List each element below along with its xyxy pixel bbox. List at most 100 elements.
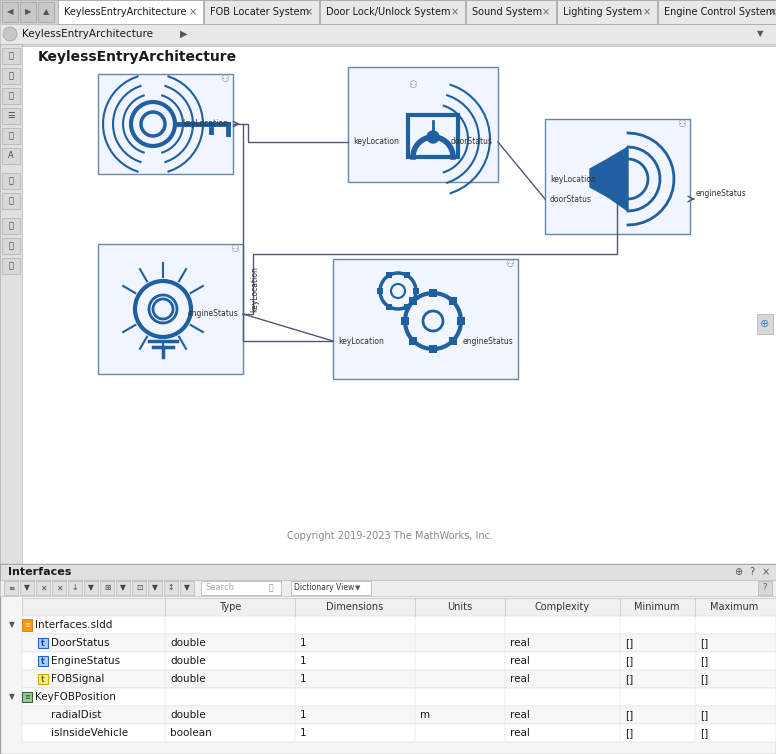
Text: doorStatus: doorStatus: [550, 195, 592, 204]
Text: Dictionary View: Dictionary View: [294, 584, 355, 593]
Text: double: double: [170, 656, 206, 666]
Bar: [22, 619, 32, 631]
Bar: [22, 598, 776, 616]
Text: boolean: boolean: [170, 728, 212, 738]
Bar: [2, 148, 20, 164]
Bar: [20, 581, 34, 595]
Text: 1: 1: [300, 710, 307, 720]
Text: keyLocation: keyLocation: [182, 119, 228, 128]
Text: KeyFOBPosition: KeyFOBPosition: [35, 692, 116, 702]
Bar: [38, 638, 48, 648]
Text: ×: ×: [769, 7, 776, 17]
Text: ⬜: ⬜: [9, 222, 13, 231]
Bar: [38, 674, 48, 684]
Bar: [22, 652, 776, 670]
Bar: [84, 581, 98, 595]
Text: ✕: ✕: [40, 584, 47, 593]
Text: ▼: ▼: [24, 584, 30, 593]
Text: ⬜: ⬜: [9, 197, 13, 206]
Text: ▼: ▼: [184, 584, 190, 593]
Bar: [404, 304, 410, 310]
Text: ▼: ▼: [355, 585, 361, 591]
Bar: [2, 193, 20, 209]
Bar: [22, 706, 776, 724]
Bar: [457, 317, 465, 325]
Text: ⊕: ⊕: [734, 567, 742, 577]
Bar: [36, 581, 50, 595]
Text: double: double: [170, 674, 206, 684]
Text: ×: ×: [305, 7, 313, 17]
Bar: [0, 564, 776, 754]
Text: t: t: [41, 639, 45, 648]
Text: []: []: [625, 710, 633, 720]
Text: ⊕: ⊕: [760, 319, 770, 329]
Text: ⬜: ⬜: [9, 241, 13, 250]
Text: DoorStatus: DoorStatus: [51, 638, 109, 648]
Bar: [116, 581, 130, 595]
Text: Interfaces.sldd: Interfaces.sldd: [35, 620, 113, 630]
Text: t: t: [41, 675, 45, 683]
Text: Engine Control System: Engine Control System: [664, 7, 775, 17]
Text: ×: ×: [189, 7, 197, 17]
Text: double: double: [170, 638, 206, 648]
Text: Search: Search: [206, 584, 235, 593]
Text: doorStatus: doorStatus: [451, 137, 493, 146]
Bar: [38, 2, 54, 22]
Text: ⚇: ⚇: [409, 80, 417, 90]
Bar: [2, 218, 20, 234]
Text: ▼: ▼: [152, 584, 158, 593]
Text: ▲: ▲: [43, 8, 49, 17]
Bar: [291, 581, 371, 595]
Bar: [0, 24, 776, 44]
Text: Copyright 2019-2023 The MathWorks, Inc.: Copyright 2019-2023 The MathWorks, Inc.: [287, 531, 493, 541]
Bar: [201, 581, 281, 595]
Text: ☰: ☰: [7, 112, 15, 121]
Text: ⊡: ⊡: [136, 584, 142, 593]
Bar: [164, 581, 178, 595]
Text: []: []: [625, 728, 633, 738]
Bar: [132, 581, 146, 595]
Text: []: []: [625, 656, 633, 666]
Text: ↓: ↓: [72, 584, 78, 593]
Text: 🔍: 🔍: [268, 584, 273, 593]
Text: real: real: [510, 656, 530, 666]
Bar: [38, 656, 48, 666]
Circle shape: [427, 131, 439, 143]
Bar: [401, 317, 409, 325]
Bar: [148, 581, 162, 595]
Bar: [204, 0, 319, 24]
Text: Maximum: Maximum: [710, 602, 758, 612]
Text: ⬜: ⬜: [9, 131, 13, 140]
Text: ▼: ▼: [9, 692, 15, 701]
Text: []: []: [700, 710, 708, 720]
Bar: [2, 48, 20, 64]
Bar: [413, 288, 419, 294]
Bar: [2, 238, 20, 254]
Text: KeylessEntryArchitecture: KeylessEntryArchitecture: [38, 50, 237, 64]
Bar: [2, 258, 20, 274]
Bar: [2, 88, 20, 104]
Bar: [409, 337, 417, 345]
Text: FOBSignal: FOBSignal: [51, 674, 105, 684]
Bar: [22, 692, 32, 702]
Text: real: real: [510, 728, 530, 738]
Bar: [22, 724, 776, 742]
Bar: [557, 0, 657, 24]
Text: ▼: ▼: [120, 584, 126, 593]
Text: Type: Type: [219, 602, 241, 612]
Text: ▼: ▼: [9, 621, 15, 630]
Text: ⬜: ⬜: [9, 91, 13, 100]
Text: ◀: ◀: [7, 8, 13, 17]
Text: real: real: [510, 674, 530, 684]
Text: ⚇: ⚇: [230, 244, 239, 254]
Text: keyLocation: keyLocation: [338, 336, 384, 345]
Bar: [2, 2, 18, 22]
Text: 1: 1: [300, 638, 307, 648]
Bar: [100, 581, 114, 595]
Text: real: real: [510, 638, 530, 648]
Text: Sound System: Sound System: [472, 7, 542, 17]
Text: ×: ×: [762, 567, 770, 577]
Bar: [429, 289, 437, 297]
Bar: [4, 581, 18, 595]
Text: ⬜: ⬜: [9, 72, 13, 81]
